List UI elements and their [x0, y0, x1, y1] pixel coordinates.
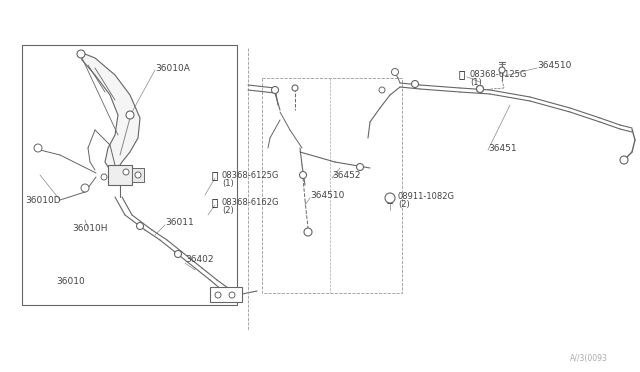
Circle shape	[34, 144, 42, 152]
Text: Ⓢ: Ⓢ	[212, 197, 218, 207]
Bar	[132, 168, 144, 182]
Text: 364510: 364510	[310, 190, 344, 199]
Text: (1): (1)	[470, 77, 482, 87]
Circle shape	[175, 250, 182, 257]
Circle shape	[620, 156, 628, 164]
Circle shape	[292, 85, 298, 91]
Circle shape	[123, 169, 129, 175]
Circle shape	[385, 193, 395, 203]
Text: (2): (2)	[398, 199, 410, 208]
Circle shape	[126, 111, 134, 119]
Circle shape	[304, 228, 312, 236]
Circle shape	[412, 80, 419, 87]
Circle shape	[477, 86, 483, 93]
Circle shape	[356, 164, 364, 170]
Bar	[108, 165, 132, 185]
Bar	[210, 287, 242, 302]
Text: 36402: 36402	[185, 256, 214, 264]
Circle shape	[300, 171, 307, 179]
Bar	[262, 78, 402, 293]
Text: 36010H: 36010H	[72, 224, 108, 232]
Text: (2): (2)	[222, 205, 234, 215]
Circle shape	[392, 68, 399, 76]
Text: Ⓢ: Ⓢ	[212, 170, 218, 180]
Circle shape	[77, 50, 85, 58]
Polygon shape	[80, 52, 140, 172]
Text: 36010D: 36010D	[25, 196, 61, 205]
Text: Ⓝ: Ⓝ	[387, 193, 393, 203]
Text: 08911-1082G: 08911-1082G	[398, 192, 455, 201]
Text: 36452: 36452	[332, 170, 360, 180]
Text: 36010A: 36010A	[155, 64, 190, 73]
Text: A//3(0093: A//3(0093	[570, 353, 608, 362]
Circle shape	[136, 222, 143, 230]
Bar	[22, 45, 237, 305]
Text: Ⓢ: Ⓢ	[459, 69, 465, 79]
Text: 08368-6162G: 08368-6162G	[222, 198, 280, 206]
Text: 08368-6125G: 08368-6125G	[222, 170, 280, 180]
Text: 36010: 36010	[56, 278, 84, 286]
Circle shape	[135, 172, 141, 178]
Circle shape	[477, 86, 483, 93]
Circle shape	[229, 292, 235, 298]
Circle shape	[271, 87, 278, 93]
Circle shape	[499, 67, 505, 73]
Circle shape	[101, 174, 107, 180]
Text: 36451: 36451	[488, 144, 516, 153]
Text: 364510: 364510	[537, 61, 572, 70]
Text: 08368-6125G: 08368-6125G	[470, 70, 527, 78]
Circle shape	[81, 184, 89, 192]
Circle shape	[379, 87, 385, 93]
Text: 36011: 36011	[165, 218, 194, 227]
Circle shape	[215, 292, 221, 298]
Text: (1): (1)	[222, 179, 234, 187]
